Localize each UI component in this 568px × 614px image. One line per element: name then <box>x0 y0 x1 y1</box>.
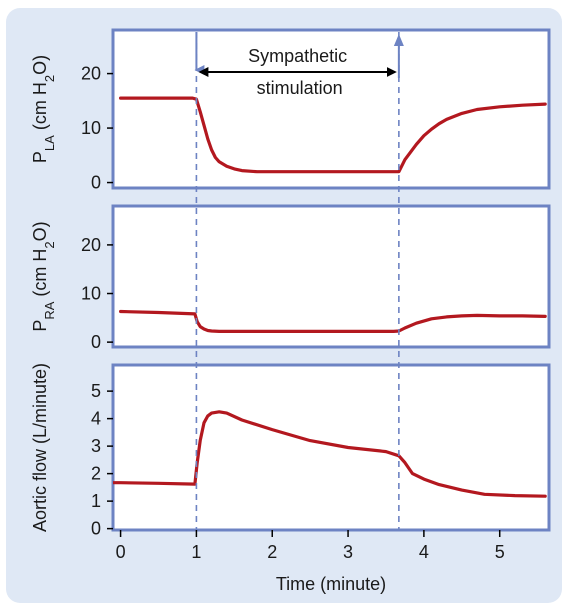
y-tick-label: 4 <box>91 409 101 429</box>
annotation-line-2: stimulation <box>257 78 343 98</box>
x-axis-label: Time (minute) <box>276 574 386 594</box>
x-tick-label: 3 <box>343 542 353 562</box>
y-tick-label: 2 <box>91 464 101 484</box>
panel-pra: 0 10 20 PRA (cm H2O) <box>30 204 551 352</box>
x-tick-label: 1 <box>191 542 201 562</box>
y-tick-label: 0 <box>91 173 101 193</box>
annotation: Sympathetic stimulation <box>198 46 397 98</box>
y-tick-label: 5 <box>91 381 101 401</box>
y-tick-label: 10 <box>81 284 101 304</box>
panel-pla: 0 10 20 PLA (cm H2O) <box>30 28 551 193</box>
x-tick-label: 4 <box>419 542 429 562</box>
annotation-line-1: Sympathetic <box>248 46 347 66</box>
stimulation-end-arrow <box>393 34 404 78</box>
series-line-pla <box>119 96 547 174</box>
y-tick-label: 20 <box>81 64 101 84</box>
panel-aortic: 0 1 2 3 4 5 Aortic flow (L/minute) 0 1 2 3 4 5 <box>30 363 551 562</box>
y-axis-label-aortic: Aortic flow (L/minute) <box>30 363 50 532</box>
y-tick-label: 20 <box>81 235 101 255</box>
panel-frame-aortic <box>111 363 551 532</box>
y-tick-label: 1 <box>91 491 101 511</box>
y-tick-label: 0 <box>91 332 101 352</box>
panel-frame-pra <box>111 204 551 349</box>
y-tick-label: 0 <box>91 519 101 539</box>
y-axis-label-pra: PRA (cm H2O) <box>30 221 57 331</box>
x-tick-label: 5 <box>495 542 505 562</box>
y-axis-label-pla: PLA (cm H2O) <box>30 55 57 163</box>
stimulation-markers <box>194 32 404 530</box>
series-line-pra <box>119 309 547 333</box>
x-tick-label: 2 <box>267 542 277 562</box>
y-tick-label: 10 <box>81 118 101 138</box>
y-tick-label: 3 <box>91 436 101 456</box>
x-tick-label: 0 <box>116 542 126 562</box>
